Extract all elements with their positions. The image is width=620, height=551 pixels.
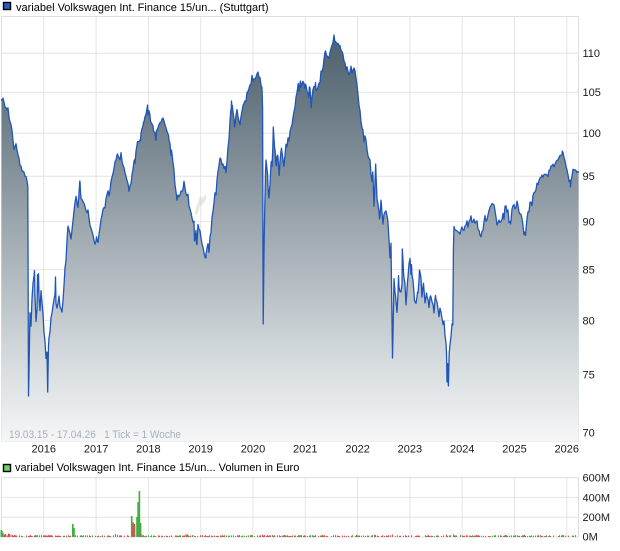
svg-text:75: 75: [583, 370, 595, 382]
svg-text:2020: 2020: [241, 444, 265, 456]
svg-text:variabel Volkswagen Int. Finan: variabel Volkswagen Int. Finance 15/un..…: [15, 462, 299, 474]
svg-text:variabel Volkswagen Int. Finan: variabel Volkswagen Int. Finance 15/un..…: [16, 2, 269, 14]
svg-text:2016: 2016: [32, 444, 56, 456]
svg-text:2021: 2021: [293, 444, 317, 456]
svg-text:95: 95: [583, 171, 595, 183]
svg-text:2022: 2022: [345, 444, 369, 456]
svg-text:90: 90: [583, 217, 595, 229]
svg-text:600M: 600M: [583, 473, 611, 485]
svg-text:105: 105: [583, 87, 601, 99]
svg-text:2019: 2019: [188, 444, 212, 456]
svg-text:80: 80: [583, 315, 595, 327]
svg-text:2024: 2024: [450, 444, 474, 456]
svg-text:2025: 2025: [502, 444, 526, 456]
svg-text:2023: 2023: [398, 444, 422, 456]
svg-text:85: 85: [583, 265, 595, 277]
svg-text:2018: 2018: [136, 444, 160, 456]
svg-text:2026: 2026: [555, 444, 579, 456]
svg-text:100: 100: [583, 128, 601, 140]
svg-text:19.03.15 - 17.04.26 1 Tick =: 19.03.15 - 17.04.26 1 Tick = 1 Woche: [9, 429, 181, 441]
svg-text:70: 70: [583, 427, 595, 439]
svg-text:110: 110: [583, 48, 601, 60]
svg-text:400M: 400M: [583, 492, 611, 504]
svg-text:0M: 0M: [583, 532, 598, 544]
svg-text:2017: 2017: [84, 444, 108, 456]
svg-text:200M: 200M: [583, 512, 611, 524]
